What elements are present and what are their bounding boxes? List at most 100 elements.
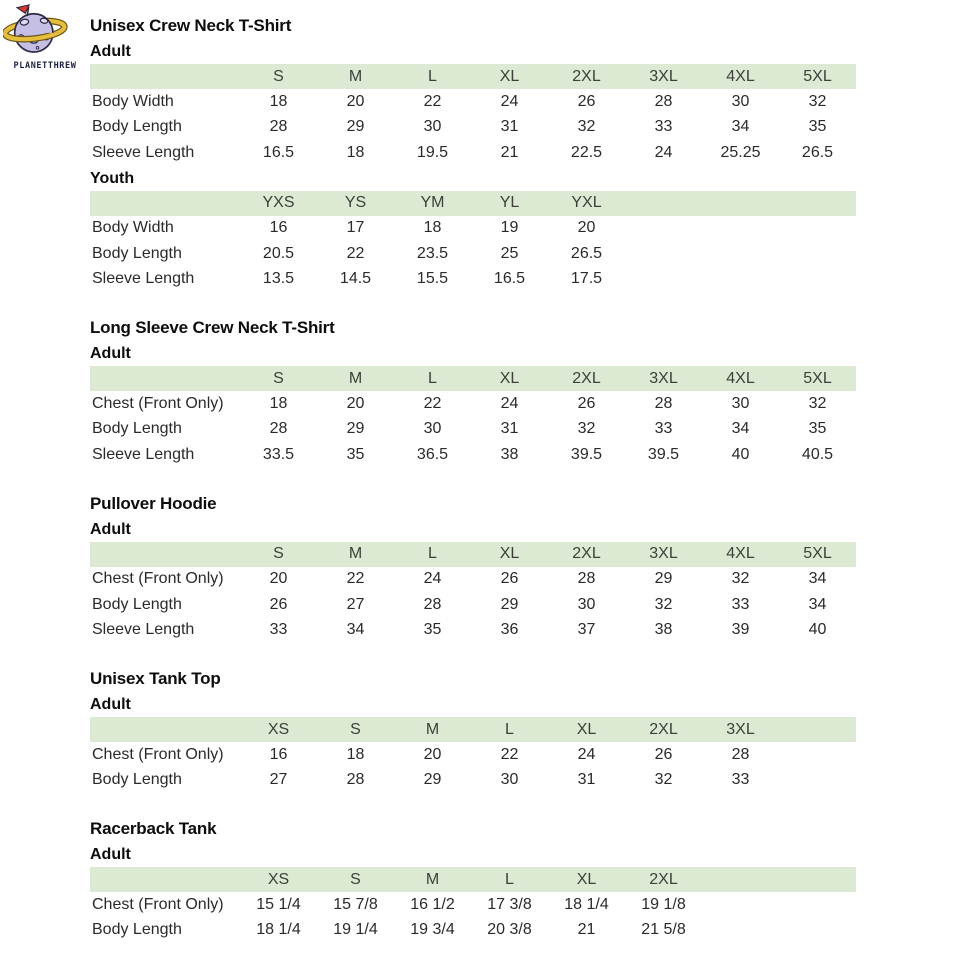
size-value: 31 [500,420,519,438]
measurement-label: Sleeve Length [92,270,195,288]
size-value: 20 [577,219,596,237]
product-title: Racerback Tank [90,819,217,838]
size-col-header: L [428,67,437,85]
size-col-header: 3XL [649,545,678,562]
size-value: 40.5 [801,445,834,463]
measurement-label: Body Length [92,244,182,262]
size-value: 16 [269,219,288,237]
size-value: 35 [346,445,365,463]
size-value: 17.5 [570,270,603,288]
size-col-header: XL [499,545,520,562]
measurement-label: Sleeve Length [92,143,195,161]
size-value: 34 [346,621,365,639]
size-value: 26 [577,92,596,110]
size-value: 39.5 [647,445,680,463]
size-value: 32 [731,570,750,588]
size-col-header: XS [267,870,290,888]
size-value: 33 [654,420,673,438]
size-value: 18 [269,92,288,110]
size-value: 18 1/4 [256,921,301,939]
size-value: 29 [346,118,365,136]
size-value: 29 [500,595,519,613]
measurement-row: Body Length 27 28 29 30 31 32 33 [90,767,856,793]
size-value: 24 [654,143,673,161]
measurement-row: Body Length 28 29 30 31 32 33 34 35 [90,416,856,442]
size-value: 36 [500,621,519,639]
size-col-header: M [425,870,440,888]
size-col-header: 2XL [572,67,601,85]
size-value: 16 1/2 [410,895,455,913]
size-value: 24 [577,745,596,763]
size-section: Long Sleeve Crew Neck T-Shirt Adult S M L XL 2… [90,315,856,468]
size-value: 32 [808,92,827,110]
size-value: 29 [346,420,365,438]
size-value: 32 [654,771,673,789]
size-value: 30 [500,771,519,789]
age-group-label: Adult [90,696,131,713]
size-col-header: L [505,720,514,738]
size-col-header: L [428,545,437,562]
measurement-label: Body Width [92,92,174,110]
size-value: 24 [500,394,519,412]
size-col-header: 3XL [726,720,755,738]
size-value: 36.5 [416,445,449,463]
size-section: Unisex Crew Neck T-Shirt Adult S M L XL 2XL 3XL… [90,13,856,292]
product-title: Long Sleeve Crew Neck T-Shirt [90,318,335,337]
size-value: 28 [731,745,750,763]
brand-logo: PLANETTHREW [2,2,88,71]
size-value: 19 3/4 [410,921,455,939]
size-value: 32 [577,420,596,438]
size-value: 34 [808,570,827,588]
size-value: 13.5 [262,270,295,288]
size-value: 31 [500,118,519,136]
size-col-header: 3XL [649,369,678,387]
size-value: 20 [423,745,442,763]
size-value: 28 [654,394,673,412]
measurement-row: Body Length 20.5 22 23.5 25 26.5 [90,241,856,267]
size-value: 20.5 [262,244,295,262]
age-group-label: Adult [90,43,131,60]
size-value: 17 3/8 [487,895,532,913]
size-value: 29 [654,570,673,588]
size-value: 30 [731,394,750,412]
size-col-header: S [273,545,284,562]
size-value: 40 [731,445,750,463]
size-col-header: 3XL [649,67,678,85]
size-value: 18 1/4 [564,895,609,913]
size-value: 39.5 [570,445,603,463]
size-header-row: XS S M L XL 2XL 3XL [90,717,856,742]
size-value: 16.5 [493,270,526,288]
measurement-row: Sleeve Length 33.5 35 36.5 38 39.5 39.5 40 40.5 [90,442,856,468]
size-value: 30 [577,595,596,613]
size-value: 17 [346,219,365,237]
size-value: 15 7/8 [333,895,378,913]
size-value: 14.5 [339,270,372,288]
size-value: 20 [269,570,288,588]
measurement-row: Body Length 26 27 28 29 30 32 33 34 [90,592,856,618]
size-value: 30 [731,92,750,110]
size-value: 29 [423,771,442,789]
size-col-header: L [428,369,437,387]
size-value: 33 [731,771,750,789]
size-value: 27 [269,771,288,789]
size-col-header: 5XL [803,369,832,387]
size-value: 19 [500,219,519,237]
size-col-header: 2XL [572,369,601,387]
measurement-label: Chest (Front Only) [92,895,224,913]
brand-name: PLANETTHREW [13,61,77,71]
age-group-label: Adult [90,520,131,538]
size-value: 20 [346,92,365,110]
measurement-row: Chest (Front Only) 15 1/4 15 7/8 16 1/2 17 3… [90,892,856,918]
size-col-header: S [350,720,361,738]
size-section: Racerback Tank Adult XS S M L XL 2XL Chest (Fron… [90,816,856,943]
size-value: 19 1/4 [333,921,378,939]
measurement-row: Sleeve Length 16.5 18 19.5 21 22.5 24 25.25 26.5 [90,140,856,166]
size-value: 32 [577,118,596,136]
measurement-label: Sleeve Length [92,445,195,463]
size-section: Pullover Hoodie Adult S M L XL 2XL 3XL 4XL 5XL Che… [90,491,856,643]
size-value: 25.25 [720,143,761,161]
size-col-header: YS [344,194,367,211]
size-col-header: YL [499,194,520,211]
size-col-header: S [273,369,284,387]
size-col-header: 4XL [726,369,755,387]
